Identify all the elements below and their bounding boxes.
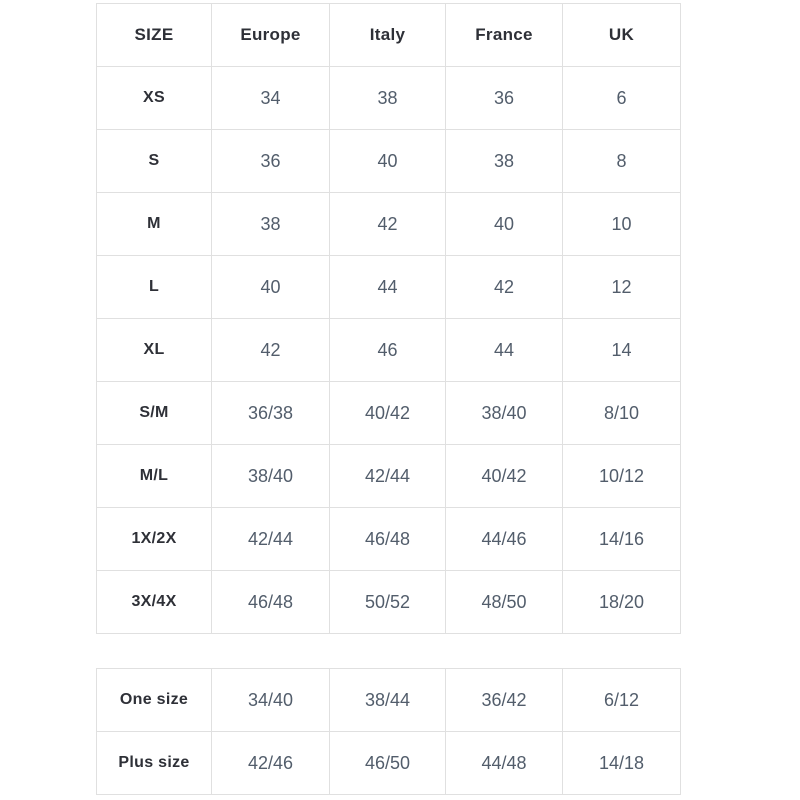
cell-uk: 14/16 (562, 507, 681, 571)
column-header-italy: Italy (329, 3, 446, 67)
row-label: 3X/4X (96, 570, 212, 634)
cell-italy: 40/42 (329, 381, 446, 445)
row-label: M (96, 192, 212, 256)
column-header-size: SIZE (96, 3, 212, 67)
column-header-france: France (445, 3, 563, 67)
cell-europe: 42/44 (211, 507, 330, 571)
table-row-ml: M/L 38/40 42/44 40/42 10/12 (96, 444, 681, 508)
cell-italy: 42 (329, 192, 446, 256)
cell-italy: 38/44 (329, 668, 446, 732)
cell-europe: 36/38 (211, 381, 330, 445)
cell-italy: 42/44 (329, 444, 446, 508)
table-row-1x2x: 1X/2X 42/44 46/48 44/46 14/16 (96, 507, 681, 571)
cell-france: 36 (445, 66, 563, 130)
special-sizes-table: One size 34/40 38/44 36/42 6/12 Plus siz… (96, 668, 681, 795)
row-label: XS (96, 66, 212, 130)
cell-europe: 38 (211, 192, 330, 256)
cell-uk: 6/12 (562, 668, 681, 732)
size-conversion-table: SIZE Europe Italy France UK XS 34 38 36 … (96, 3, 681, 634)
cell-uk: 14 (562, 318, 681, 382)
cell-france: 44/46 (445, 507, 563, 571)
table-row-s: S 36 40 38 8 (96, 129, 681, 193)
cell-uk: 14/18 (562, 731, 681, 795)
cell-italy: 46/48 (329, 507, 446, 571)
cell-europe: 36 (211, 129, 330, 193)
table-row-m: M 38 42 40 10 (96, 192, 681, 256)
cell-italy: 50/52 (329, 570, 446, 634)
cell-france: 36/42 (445, 668, 563, 732)
row-label: 1X/2X (96, 507, 212, 571)
column-header-europe: Europe (211, 3, 330, 67)
cell-italy: 46/50 (329, 731, 446, 795)
cell-uk: 10 (562, 192, 681, 256)
cell-europe: 40 (211, 255, 330, 319)
row-label: L (96, 255, 212, 319)
table-row-sm: S/M 36/38 40/42 38/40 8/10 (96, 381, 681, 445)
table-row-3x4x: 3X/4X 46/48 50/52 48/50 18/20 (96, 570, 681, 634)
row-label: S (96, 129, 212, 193)
cell-france: 44/48 (445, 731, 563, 795)
table-row-plus-size: Plus size 42/46 46/50 44/48 14/18 (96, 731, 681, 795)
cell-europe: 42/46 (211, 731, 330, 795)
cell-italy: 44 (329, 255, 446, 319)
cell-uk: 8 (562, 129, 681, 193)
header-row: SIZE Europe Italy France UK (96, 3, 681, 67)
row-label: One size (96, 668, 212, 732)
row-label: S/M (96, 381, 212, 445)
cell-uk: 6 (562, 66, 681, 130)
table-row-l: L 40 44 42 12 (96, 255, 681, 319)
cell-europe: 46/48 (211, 570, 330, 634)
cell-france: 44 (445, 318, 563, 382)
cell-italy: 38 (329, 66, 446, 130)
cell-europe: 38/40 (211, 444, 330, 508)
cell-france: 48/50 (445, 570, 563, 634)
column-header-uk: UK (562, 3, 681, 67)
cell-italy: 40 (329, 129, 446, 193)
table-row-one-size: One size 34/40 38/44 36/42 6/12 (96, 668, 681, 732)
cell-uk: 8/10 (562, 381, 681, 445)
row-label: XL (96, 318, 212, 382)
cell-europe: 42 (211, 318, 330, 382)
cell-france: 40/42 (445, 444, 563, 508)
cell-france: 42 (445, 255, 563, 319)
row-label: Plus size (96, 731, 212, 795)
cell-europe: 34/40 (211, 668, 330, 732)
cell-france: 38 (445, 129, 563, 193)
cell-uk: 18/20 (562, 570, 681, 634)
row-label: M/L (96, 444, 212, 508)
cell-uk: 10/12 (562, 444, 681, 508)
cell-france: 38/40 (445, 381, 563, 445)
cell-italy: 46 (329, 318, 446, 382)
cell-france: 40 (445, 192, 563, 256)
table-row-xl: XL 42 46 44 14 (96, 318, 681, 382)
cell-europe: 34 (211, 66, 330, 130)
cell-uk: 12 (562, 255, 681, 319)
table-row-xs: XS 34 38 36 6 (96, 66, 681, 130)
